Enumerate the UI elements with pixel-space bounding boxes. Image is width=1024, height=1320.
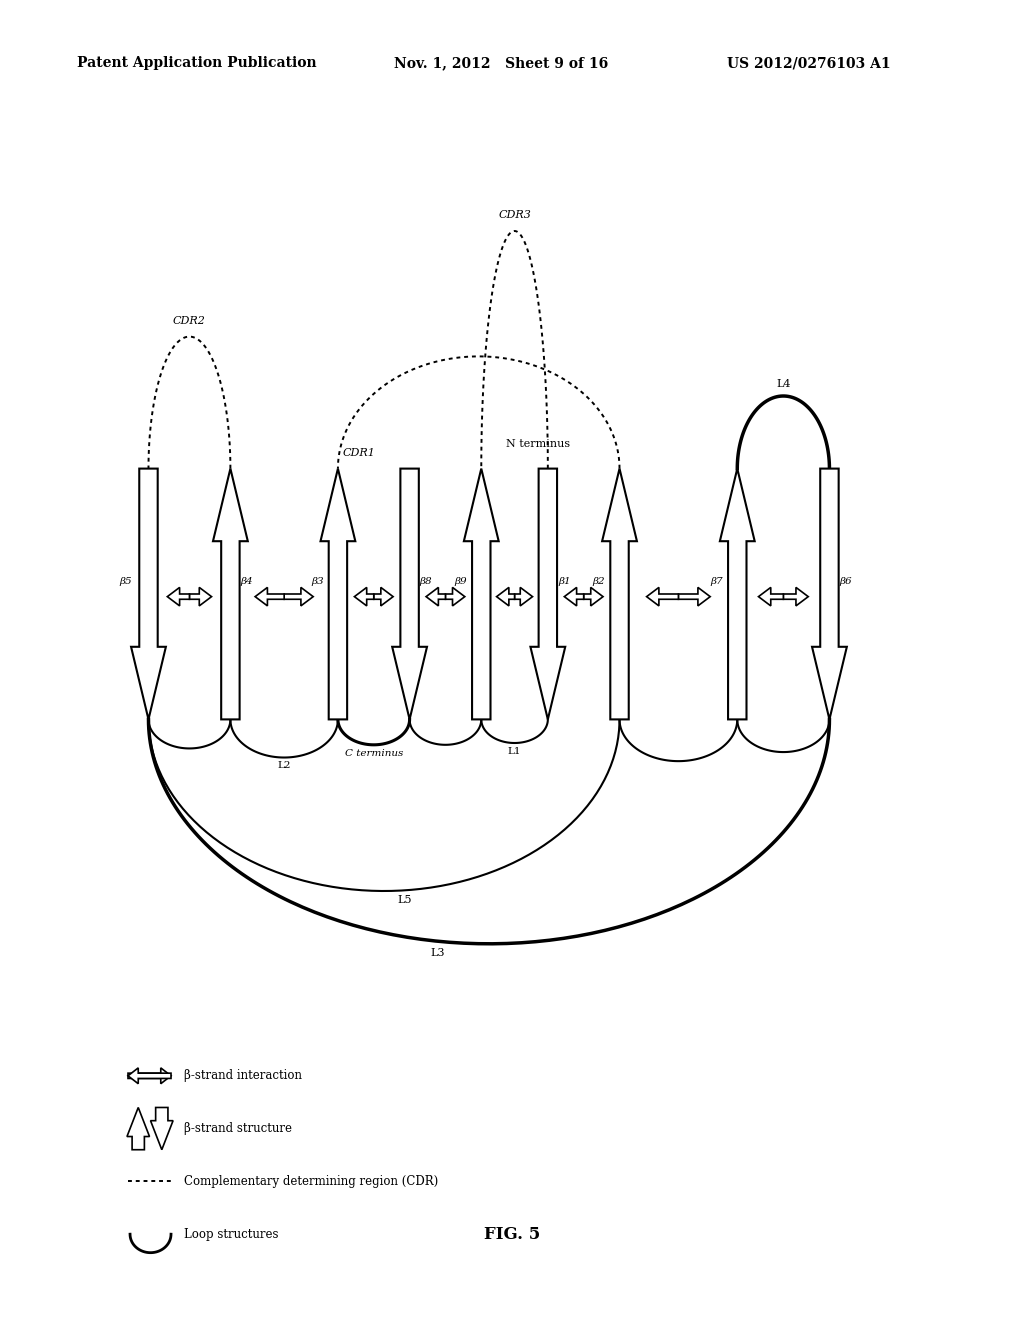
Text: β7: β7 [711, 577, 723, 586]
Text: US 2012/0276103 A1: US 2012/0276103 A1 [727, 57, 891, 70]
FancyArrow shape [213, 469, 248, 719]
FancyArrow shape [564, 587, 584, 606]
Text: CDR1: CDR1 [343, 447, 376, 458]
FancyArrow shape [128, 1068, 171, 1084]
Text: Patent Application Publication: Patent Application Publication [77, 57, 316, 70]
FancyArrow shape [497, 587, 514, 606]
Text: β-strand structure: β-strand structure [184, 1122, 292, 1135]
FancyArrow shape [812, 469, 847, 719]
Text: L1: L1 [508, 747, 521, 756]
FancyArrow shape [426, 587, 445, 606]
FancyArrow shape [151, 1107, 173, 1150]
FancyArrow shape [602, 469, 637, 719]
FancyArrow shape [321, 469, 355, 719]
FancyArrow shape [255, 587, 285, 606]
FancyArrow shape [584, 587, 603, 606]
FancyArrow shape [530, 469, 565, 719]
Text: CDR3: CDR3 [498, 210, 531, 220]
Text: L5: L5 [397, 895, 412, 906]
Text: L2: L2 [278, 762, 291, 771]
FancyArrow shape [392, 469, 427, 719]
FancyArrow shape [354, 587, 374, 606]
FancyArrow shape [445, 587, 465, 606]
Text: β-strand interaction: β-strand interaction [184, 1069, 302, 1082]
FancyArrow shape [464, 469, 499, 719]
Text: Complementary determining region (CDR): Complementary determining region (CDR) [184, 1175, 438, 1188]
Text: β8: β8 [420, 577, 432, 586]
Text: β9: β9 [455, 577, 467, 586]
Text: β5: β5 [120, 577, 132, 586]
Text: β4: β4 [241, 577, 253, 586]
Text: β3: β3 [311, 577, 324, 586]
Text: L3: L3 [430, 948, 445, 958]
Text: Loop structures: Loop structures [184, 1228, 279, 1241]
FancyArrow shape [514, 587, 532, 606]
FancyArrow shape [167, 587, 189, 606]
Text: CDR2: CDR2 [173, 315, 206, 326]
Text: C terminus: C terminus [344, 748, 403, 758]
FancyArrow shape [189, 587, 212, 606]
Text: Nov. 1, 2012   Sheet 9 of 16: Nov. 1, 2012 Sheet 9 of 16 [394, 57, 608, 70]
Text: N terminus: N terminus [506, 438, 569, 449]
FancyArrow shape [131, 469, 166, 719]
Text: β6: β6 [840, 577, 852, 586]
FancyArrow shape [285, 587, 313, 606]
FancyArrow shape [646, 587, 678, 606]
FancyArrow shape [720, 469, 755, 719]
FancyArrow shape [128, 1068, 171, 1084]
FancyArrow shape [678, 587, 711, 606]
FancyArrow shape [374, 587, 393, 606]
Text: FIG. 5: FIG. 5 [484, 1226, 540, 1242]
FancyArrow shape [759, 587, 783, 606]
FancyArrow shape [127, 1107, 150, 1150]
Text: β1: β1 [558, 577, 570, 586]
FancyArrow shape [783, 587, 808, 606]
Text: L4: L4 [776, 379, 791, 389]
Text: β2: β2 [593, 577, 605, 586]
